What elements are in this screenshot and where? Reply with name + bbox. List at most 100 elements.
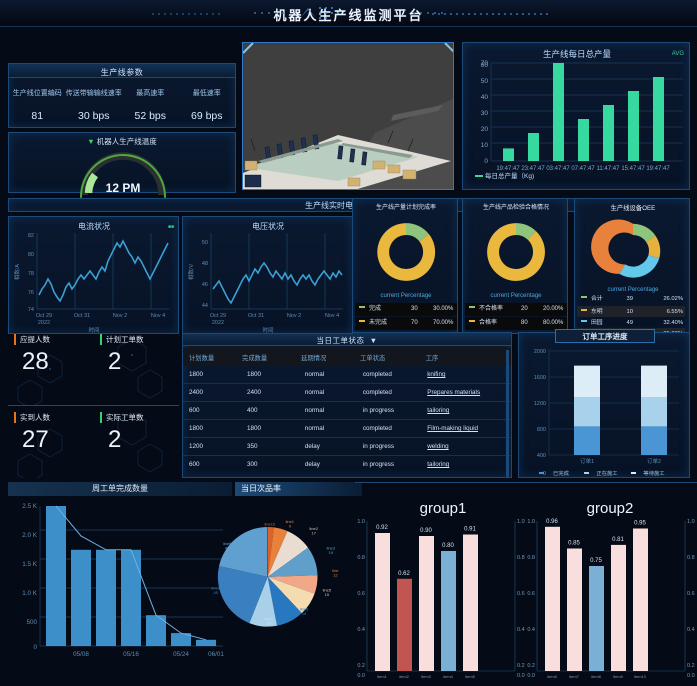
svg-text:05/24: 05/24 [173, 651, 189, 658]
svg-text:500: 500 [26, 619, 37, 626]
svg-text:78: 78 [28, 271, 34, 277]
svg-text:0.95: 0.95 [634, 521, 646, 527]
svg-text:32.40%: 32.40% [663, 320, 683, 326]
svg-text:1.0: 1.0 [527, 519, 535, 525]
svg-text:9: 9 [289, 524, 292, 529]
svg-text:■■: ■■ [168, 224, 174, 230]
svg-text:等待施工: 等待施工 [643, 469, 665, 477]
svg-text:0.85: 0.85 [568, 541, 580, 547]
svg-text:0.2: 0.2 [357, 663, 365, 669]
svg-text:相数/A: 相数/A [13, 264, 21, 281]
svg-text:19:47:47: 19:47:47 [496, 166, 520, 172]
svg-text:0.8: 0.8 [687, 555, 695, 561]
svg-text:17: 17 [312, 531, 317, 536]
svg-text:未完成: 未完成 [369, 318, 387, 326]
svg-text:东明: 东明 [591, 307, 603, 315]
svg-text:20: 20 [481, 126, 489, 133]
svg-text:74: 74 [28, 307, 34, 313]
svg-text:不合格率: 不合格率 [479, 304, 503, 312]
svg-text:18: 18 [266, 621, 271, 626]
svg-text:48: 48 [202, 261, 208, 267]
svg-text:item2: item2 [399, 674, 410, 679]
svg-text:合格率: 合格率 [479, 318, 497, 326]
svg-text:Nov 2: Nov 2 [113, 313, 127, 319]
svg-text:current Percentage: current Percentage [380, 293, 432, 299]
svg-text:0: 0 [484, 158, 488, 165]
svg-text:生产线每日总产量: 生产线每日总产量 [543, 49, 612, 59]
svg-text:0.4: 0.4 [527, 627, 535, 633]
svg-text:40: 40 [481, 94, 489, 101]
svg-text:时间: 时间 [262, 326, 273, 334]
svg-text:1.0: 1.0 [687, 519, 695, 525]
svg-text:70: 70 [481, 60, 489, 67]
svg-text:39: 39 [627, 296, 633, 302]
svg-text:2.0 K: 2.0 K [22, 532, 38, 539]
svg-text:item1: item1 [377, 674, 388, 679]
svg-text:item8: item8 [591, 674, 602, 679]
svg-text:23:47:47: 23:47:47 [521, 166, 545, 172]
svg-text:group2: group2 [587, 500, 634, 517]
svg-text:0.4: 0.4 [357, 627, 365, 633]
svg-text:item10: item10 [634, 674, 647, 679]
svg-text:05/08: 05/08 [73, 651, 89, 658]
svg-text:12 PM: 12 PM [106, 181, 141, 195]
svg-text:400: 400 [537, 453, 546, 459]
svg-text:0.0: 0.0 [527, 673, 535, 679]
svg-text:1.0: 1.0 [357, 519, 365, 525]
svg-text:0.4: 0.4 [687, 627, 695, 633]
svg-text:0: 0 [33, 644, 37, 651]
svg-text:0.0: 0.0 [357, 673, 365, 679]
svg-text:1600: 1600 [534, 375, 546, 381]
svg-text:0.92: 0.92 [376, 525, 388, 531]
svg-text:订单1: 订单1 [580, 457, 594, 465]
svg-text:2000: 2000 [534, 349, 546, 355]
svg-text:30.00%: 30.00% [433, 306, 454, 312]
svg-text:03:47:47: 03:47:47 [546, 166, 570, 172]
svg-text:Oct 29: Oct 29 [36, 313, 52, 319]
svg-text:相数/V: 相数/V [187, 264, 195, 281]
svg-text:0.6: 0.6 [517, 591, 525, 597]
svg-text:0.8: 0.8 [517, 555, 525, 561]
svg-text:0.80: 0.80 [442, 543, 454, 549]
svg-text:0.4: 0.4 [517, 627, 525, 633]
svg-text:0.62: 0.62 [398, 571, 410, 577]
svg-text:item3: item3 [421, 674, 432, 679]
svg-text:82: 82 [28, 233, 34, 239]
svg-text:50: 50 [202, 240, 208, 246]
svg-text:06/01: 06/01 [208, 651, 224, 658]
svg-text:Oct 29: Oct 29 [210, 313, 226, 319]
svg-text:current Percentage: current Percentage [490, 293, 542, 299]
svg-text:item4: item4 [443, 674, 454, 679]
svg-text:30: 30 [411, 306, 418, 312]
svg-text:0.2: 0.2 [687, 663, 695, 669]
svg-text:电流状况: 电流状况 [78, 221, 110, 231]
svg-text:current Percentage: current Percentage [607, 287, 659, 293]
svg-text:Oct 31: Oct 31 [248, 313, 264, 319]
svg-text:0.2: 0.2 [517, 663, 525, 669]
svg-text:26.02%: 26.02% [663, 296, 683, 302]
svg-text:15: 15 [325, 592, 330, 597]
svg-text:1.0: 1.0 [517, 519, 525, 525]
svg-text:item6: item6 [547, 674, 558, 679]
svg-text:电压状况: 电压状况 [252, 221, 284, 231]
svg-text:0.2: 0.2 [527, 663, 535, 669]
svg-text:订单2: 订单2 [647, 457, 661, 465]
svg-text:50: 50 [481, 78, 489, 85]
svg-text:Oct 31: Oct 31 [74, 313, 90, 319]
svg-text:1200: 1200 [534, 401, 546, 407]
svg-text:合计: 合计 [591, 294, 603, 302]
svg-text:0.0: 0.0 [517, 673, 525, 679]
svg-text:44: 44 [202, 303, 208, 309]
svg-text:70: 70 [411, 320, 418, 326]
svg-text:6.55%: 6.55% [667, 309, 683, 315]
svg-text:0.81: 0.81 [612, 537, 624, 543]
svg-text:800: 800 [537, 427, 546, 433]
svg-text:0.8: 0.8 [357, 555, 365, 561]
svg-text:1.5 K: 1.5 K [22, 561, 38, 568]
svg-text:2022: 2022 [212, 320, 224, 326]
svg-text:20: 20 [521, 306, 528, 312]
svg-text:2.5 K: 2.5 K [22, 503, 38, 510]
svg-text:05/16: 05/16 [123, 651, 139, 658]
svg-text:80: 80 [521, 320, 528, 326]
svg-text:12: 12 [333, 573, 338, 578]
